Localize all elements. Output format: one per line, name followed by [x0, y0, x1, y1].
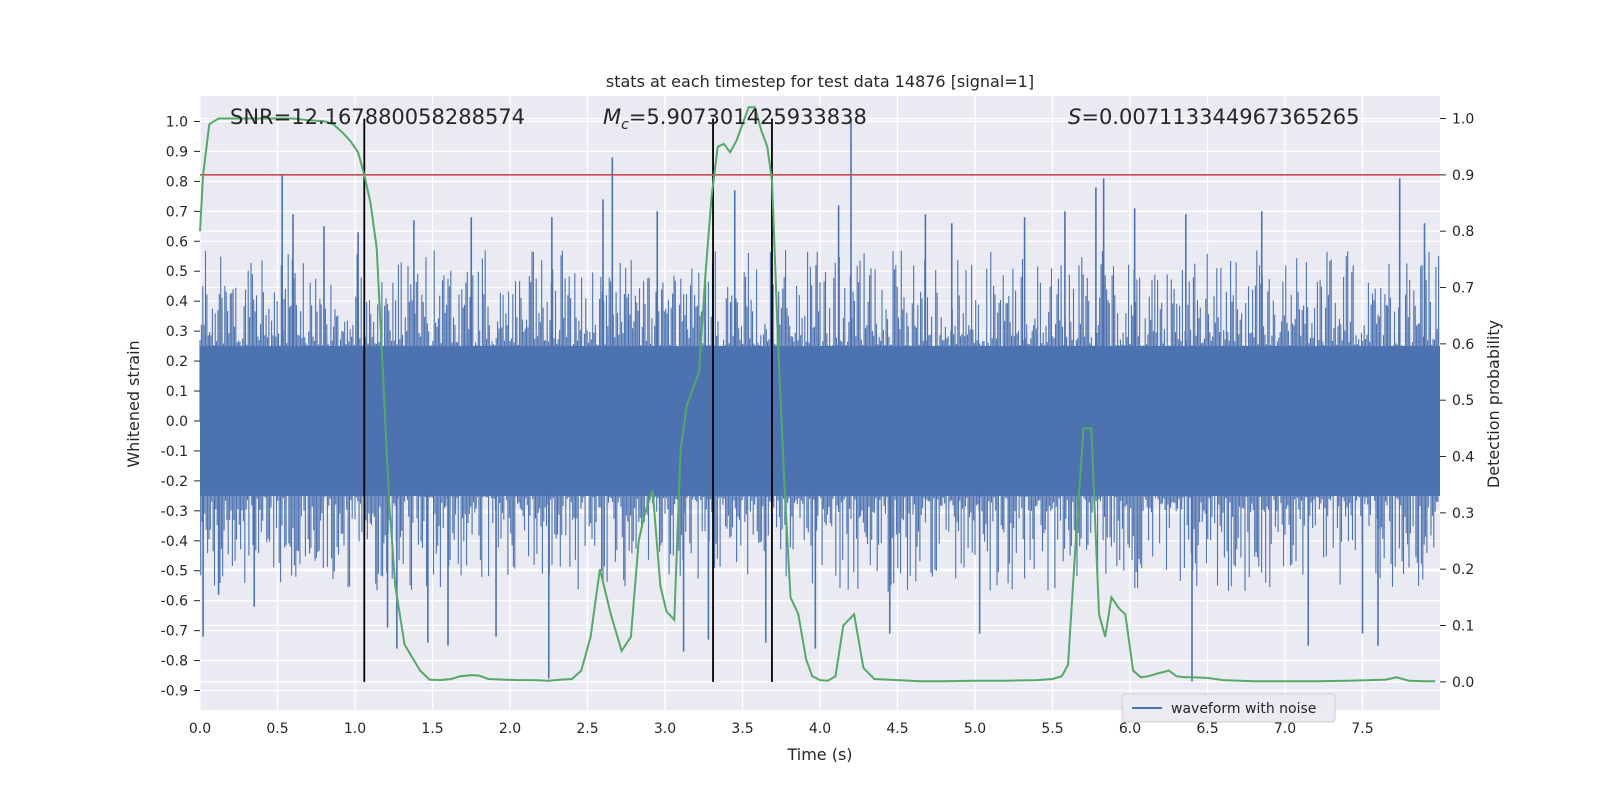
chirp-mass-symbol: M — [603, 105, 621, 129]
y-tick-label: 0.0 — [166, 414, 188, 430]
x-tick-label: 6.0 — [1119, 721, 1141, 737]
legend: waveform with noise — [1121, 693, 1336, 723]
x-tick-label: 5.0 — [964, 721, 986, 737]
y2-tick-label: 0.1 — [1452, 619, 1474, 635]
chirp-mass-subscript: c — [621, 117, 629, 133]
x-tick-label: 2.0 — [499, 721, 521, 737]
legend-entry: waveform with noise — [1171, 701, 1316, 717]
y-tick-label: -0.5 — [161, 564, 188, 580]
y2-tick-label: 1.0 — [1452, 112, 1474, 128]
detection-probability-series — [199, 106, 1436, 683]
x-tick-label: 0.5 — [266, 721, 288, 737]
x-tick-label: 1.0 — [344, 721, 366, 737]
x-tick-label: 5.5 — [1041, 721, 1063, 737]
y-tick-label: -0.8 — [161, 654, 188, 670]
y-tick-label: -0.2 — [161, 474, 188, 490]
y-tick-label: 0.9 — [166, 144, 188, 160]
x-tick-label: 6.5 — [1196, 721, 1218, 737]
y-tick-label: -0.6 — [161, 594, 188, 610]
y-tick-label: 0.2 — [166, 354, 188, 370]
y2-axis-label: Detection probability — [1484, 320, 1503, 488]
y2-tick-label: 0.8 — [1452, 224, 1474, 240]
y-tick-label: 0.6 — [166, 234, 188, 250]
x-axis-label: Time (s) — [786, 745, 852, 764]
legend-box — [1121, 693, 1336, 723]
x-tick-label: 4.5 — [886, 721, 908, 737]
y-tick-label: -0.9 — [161, 684, 188, 700]
s-value: =0.007113344967365265 — [1081, 105, 1359, 129]
probability-line — [199, 106, 1436, 683]
y-tick-label: 0.4 — [166, 294, 188, 310]
y2-tick-label: 0.6 — [1452, 337, 1474, 353]
y-tick-label: 0.7 — [166, 204, 188, 220]
x-tick-label: 2.5 — [576, 721, 598, 737]
waveform-noise — [199, 250, 1440, 592]
y2-tick-label: 0.7 — [1452, 281, 1474, 297]
y-tick-label: -0.3 — [161, 504, 188, 520]
y-tick-label: 0.5 — [166, 264, 188, 280]
snr-annotation: SNR=12.167880058288574 — [230, 105, 525, 129]
waveform-series — [199, 121, 1440, 682]
y2-tick-label: 0.5 — [1452, 393, 1474, 409]
y-tick-label: -0.1 — [161, 444, 188, 460]
x-tick-label: 7.5 — [1351, 721, 1373, 737]
y-tick-label: 0.1 — [166, 384, 188, 400]
chirp-mass-value: =5.907301425933838 — [629, 105, 867, 129]
y-tick-label: -0.4 — [161, 534, 188, 550]
y2-tick-label: 0.4 — [1452, 450, 1474, 466]
x-tick-label: 1.5 — [421, 721, 443, 737]
chart-title: stats at each timestep for test data 148… — [606, 72, 1034, 91]
x-tick-label: 0.0 — [189, 721, 211, 737]
y-tick-label: 1.0 — [166, 114, 188, 130]
y-tick-label: 0.3 — [166, 324, 188, 340]
x-tick-label: 4.0 — [809, 721, 831, 737]
vertical-markers — [363, 118, 773, 682]
y-axis-label: Whitened strain — [124, 340, 143, 467]
s-symbol: S — [1068, 105, 1081, 129]
chirp-mass-annotation: Mc=5.907301425933838 — [603, 105, 867, 133]
y2-tick-label: 0.9 — [1452, 168, 1474, 184]
x-tick-label: 7.0 — [1274, 721, 1296, 737]
x-tick-label: 3.0 — [654, 721, 676, 737]
y2-tick-label: 0.0 — [1452, 675, 1474, 691]
y2-tick-label: 0.3 — [1452, 506, 1474, 522]
y-axis-ticks: -0.9 -0.8 -0.7 -0.6 -0.5 -0.4 -0.3 -0.2 -0.1 0.0 0… — [161, 114, 200, 700]
y2-tick-label: 0.2 — [1452, 562, 1474, 578]
y-tick-label: -0.7 — [161, 624, 188, 640]
s-annotation: S=0.007113344967365265 — [1068, 105, 1359, 129]
y2-axis-ticks: 0.0 0.1 0.2 0.3 0.4 0.5 0.6 0.7 0.8 0.9 1.0 — [1440, 112, 1474, 691]
x-tick-label: 3.5 — [731, 721, 753, 737]
x-axis-ticks: 0.0 0.5 1.0 1.5 2.0 2.5 3.0 3.5 4.0 4.5 5.0 5.5 6.0 6… — [189, 721, 1374, 737]
y-tick-label: 0.8 — [166, 174, 188, 190]
